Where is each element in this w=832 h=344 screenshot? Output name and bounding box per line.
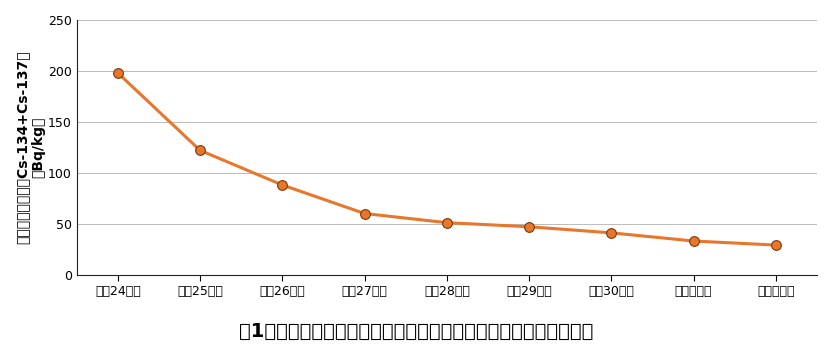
Y-axis label: 放射性セシウム（Cs-134+Cs-137）
（Bq/kg）: 放射性セシウム（Cs-134+Cs-137） （Bq/kg）	[15, 51, 45, 244]
Text: 図1　河川底質　地点平均値の経年変化（５０パーセンタイル値）: 図1 河川底質 地点平均値の経年変化（５０パーセンタイル値）	[239, 322, 593, 341]
